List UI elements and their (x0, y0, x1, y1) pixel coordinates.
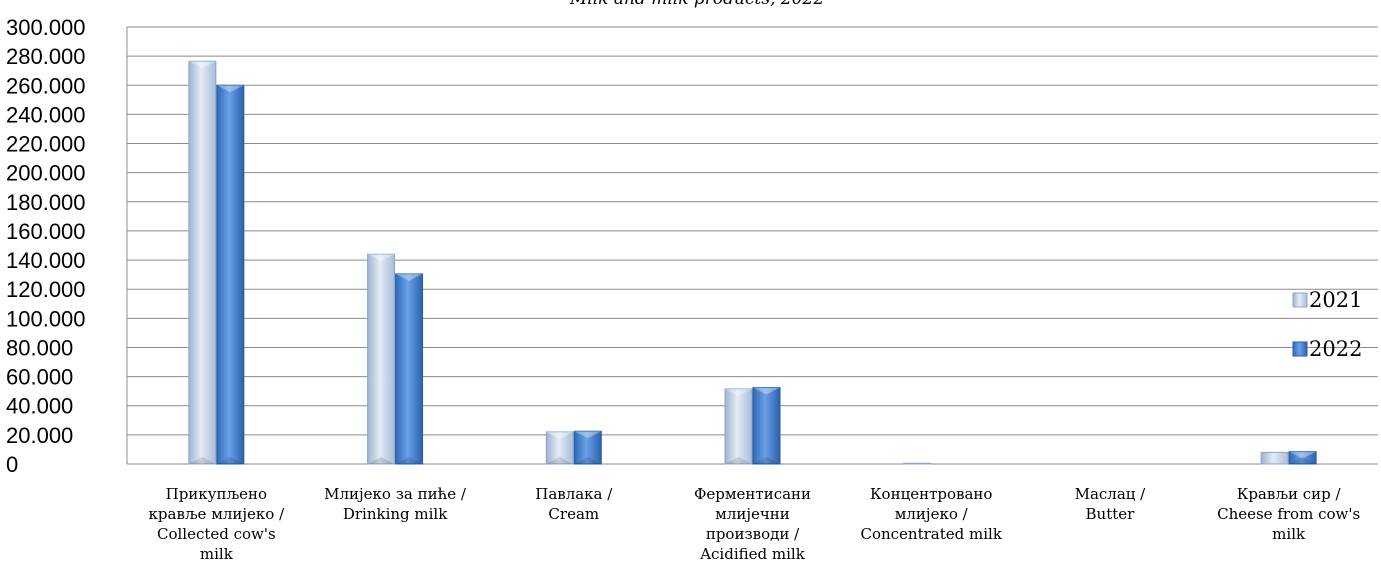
bar-body (1288, 451, 1317, 465)
legend-swatch (1292, 341, 1308, 357)
bar-body (903, 462, 932, 465)
bar-top-bevel (546, 431, 574, 439)
bar-2021 (545, 431, 574, 465)
bar-body (752, 387, 781, 465)
bar-top-bevel (574, 431, 602, 439)
y-tick-label: 60.000 (6, 365, 73, 390)
x-axis-labels: Прикупљено крављe млијеко / Collected cow'… (149, 485, 1361, 563)
bar-bottom-bevel (725, 457, 752, 464)
bar-top-bevel (753, 387, 780, 395)
bar-bottom-bevel (753, 457, 780, 464)
bar-bottom-bevel (574, 457, 602, 464)
x-category-label: Павлака / Cream (535, 485, 613, 523)
bar-bottom-bevel (188, 457, 216, 464)
y-tick-label: 220.000 (6, 132, 86, 157)
bar-bottom-bevel (546, 457, 574, 464)
bar-2022 (1288, 451, 1317, 465)
y-tick-label: 100.000 (6, 306, 86, 331)
y-tick-label: 180.000 (6, 190, 86, 215)
bar-2021 (724, 388, 753, 465)
bar-top-bevel (188, 61, 216, 69)
bar-body (573, 430, 602, 465)
bar-2021 (903, 462, 932, 465)
bar-bottom-bevel (1289, 457, 1317, 464)
bar-top-bevel (1289, 451, 1317, 459)
y-tick-label: 260.000 (6, 73, 86, 98)
y-tick-label: 300.000 (6, 15, 86, 40)
y-tick-label: 140.000 (6, 248, 86, 273)
bar-body (367, 253, 396, 465)
bar-2022 (395, 273, 424, 465)
bar-2021 (1260, 451, 1289, 465)
bar-2022 (573, 430, 602, 465)
bar-2022 (752, 387, 781, 465)
x-category-label: Ферментисани млијечни производи / Acidified… (694, 485, 811, 563)
legend-item-2022: 2022 (1292, 337, 1362, 361)
legend-swatch (1292, 292, 1308, 308)
bar-2022 (216, 84, 245, 465)
y-tick-label: 160.000 (6, 219, 86, 244)
bar-top-bevel (395, 273, 423, 281)
bar-bottom-bevel (395, 457, 423, 464)
y-tick-label: 20.000 (6, 423, 73, 448)
bar-2021 (367, 253, 396, 465)
y-tick-label: 80.000 (6, 335, 73, 360)
bar-bottom-bevel (216, 457, 244, 464)
bar-body (216, 84, 245, 465)
bar-top-bevel (216, 85, 244, 93)
bar-bottom-bevel (367, 457, 395, 464)
bar-2021 (188, 60, 217, 465)
y-tick-label: 120.000 (6, 277, 86, 302)
x-category-label: Концентровано млијеко / Concentrated milk (860, 485, 1002, 543)
bar-body (395, 273, 424, 465)
x-category-label: Крављи сир / Cheese from cow's milk (1217, 485, 1360, 543)
legend-item-2021: 2021 (1292, 288, 1362, 312)
bar-top-bevel (725, 388, 752, 396)
bar-body (724, 388, 753, 465)
y-tick-label: 200.000 (6, 161, 86, 186)
x-category-label: Млијеко за пиће / Drinking milk (324, 485, 467, 523)
y-tick-label: 280.000 (6, 44, 86, 69)
legend: 2021 2022 (1292, 288, 1362, 361)
bar-body (1260, 451, 1289, 465)
x-category-label: Маслац / Butter (1075, 485, 1147, 523)
bars (188, 60, 1317, 465)
bar-body (545, 431, 574, 465)
y-axis-ticks: 0 20.000 40.000 60.000 80.000 100.000 120.000 1… (6, 15, 86, 477)
legend-label: 2022 (1309, 337, 1362, 361)
y-tick-label: 40.000 (6, 394, 73, 419)
gridlines (126, 26, 1378, 465)
bar-top-bevel (367, 254, 395, 262)
chart-title: Milk and milk products, 2022 (569, 0, 824, 9)
legend-label: 2021 (1309, 288, 1362, 312)
x-category-label: Прикупљено крављe млијеко / Collected cow'… (149, 485, 286, 563)
bar-body (188, 60, 217, 465)
y-tick-label: 0 (6, 452, 18, 477)
y-tick-label: 240.000 (6, 102, 86, 127)
